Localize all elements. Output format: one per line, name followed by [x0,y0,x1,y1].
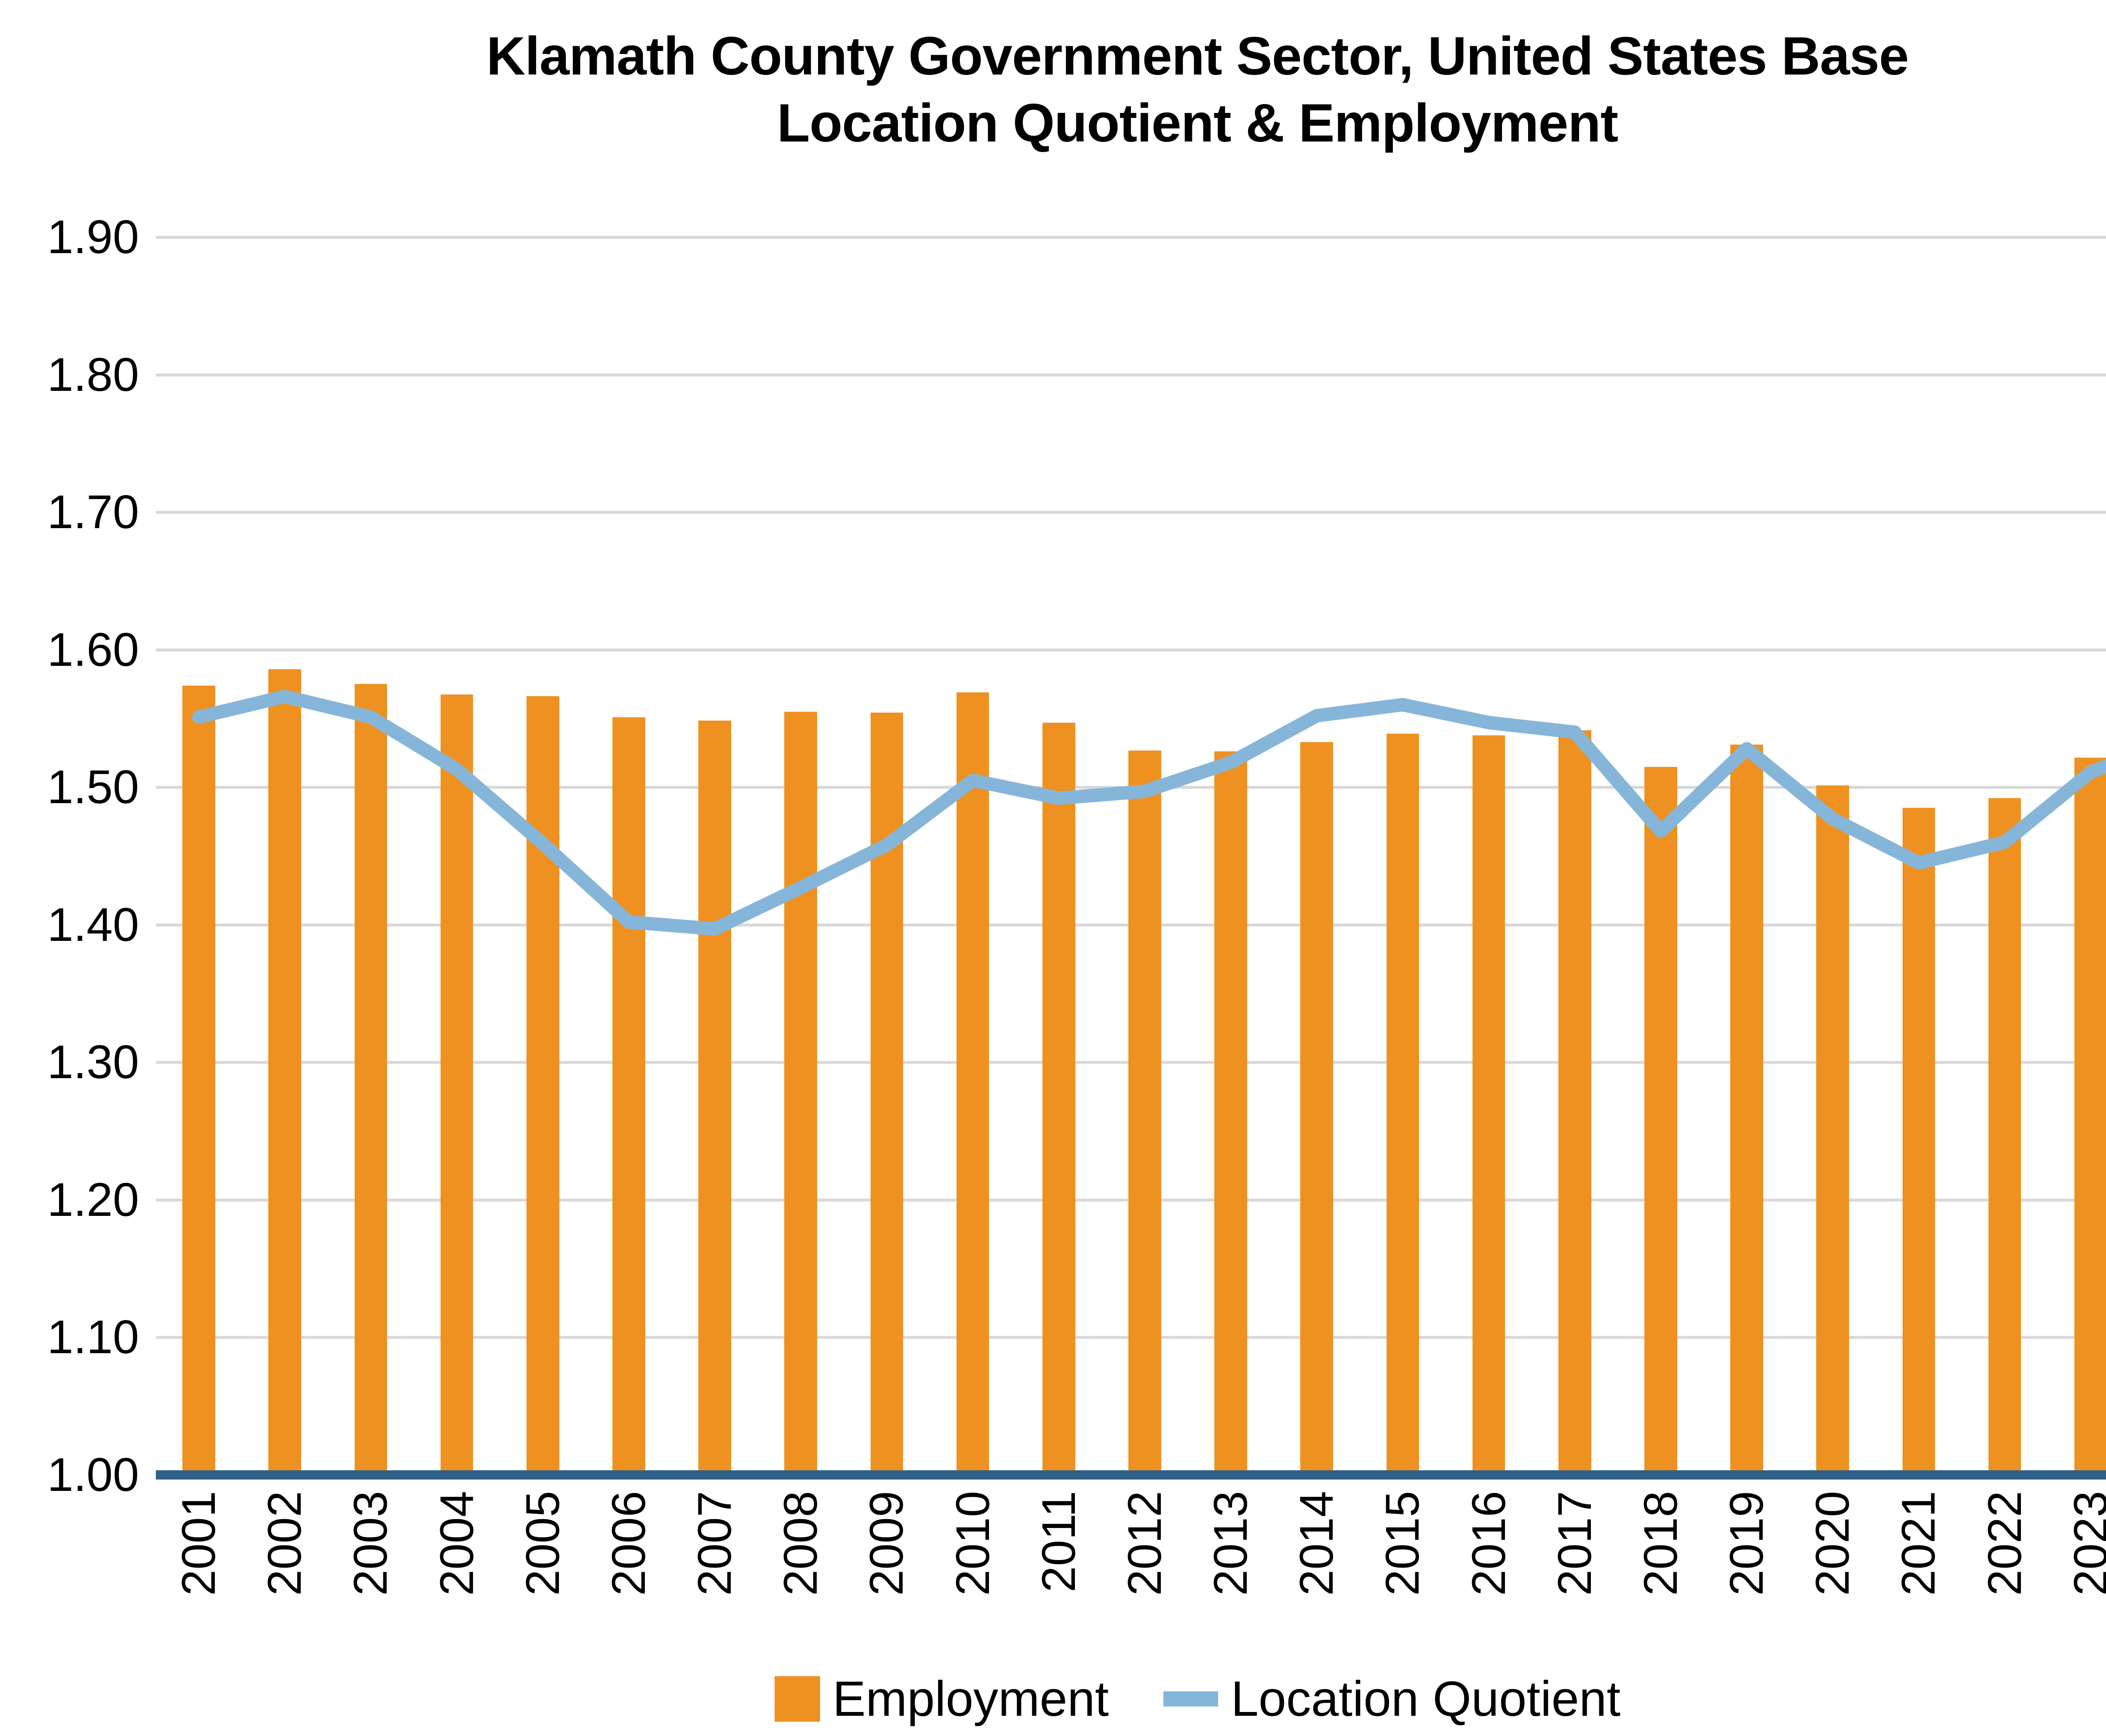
bar [2074,757,2106,1475]
legend-item-employment[interactable]: Employment [774,1671,1109,1727]
gridline [156,373,2106,377]
chart-title-line-1: Klamath County Government Sector, United… [486,26,1909,86]
bar [1128,750,1161,1475]
y-axis-left-tick: 1.70 [47,486,139,539]
chart-title-line-2: Location Quotient & Employment [777,93,1619,153]
x-axis-tick: 2008 [774,1491,827,1596]
bar [1472,735,1505,1475]
legend-item-location-quotient[interactable]: Location Quotient [1163,1674,1620,1724]
x-axis-tick: 2014 [1290,1491,1343,1596]
employment-swatch-icon [774,1676,820,1722]
gridline [156,511,2106,514]
location-quotient-swatch-icon [1163,1691,1219,1707]
x-axis-tick: 2019 [1720,1491,1773,1596]
bar [698,720,731,1475]
bar [1902,808,1935,1475]
gridline [156,648,2106,652]
bar [1730,745,1763,1475]
x-axis-tick: 2005 [516,1491,569,1596]
legend-label-employment: Employment [832,1671,1109,1727]
y-axis-left-tick: 1.90 [47,211,139,263]
y-axis-left-tick: 1.50 [47,761,139,814]
bar [1386,733,1419,1475]
x-axis-tick: 2015 [1376,1491,1429,1596]
bar [1988,798,2021,1475]
x-axis-tick: 2006 [602,1491,655,1596]
bar [268,669,302,1475]
gridline [156,236,2106,239]
bar [182,686,215,1475]
x-axis-tick: 2010 [946,1491,999,1596]
chart-legend: Employment Location Quotient [0,1674,2106,1724]
x-axis-tick: 2018 [1634,1491,1687,1596]
bar [440,694,473,1475]
bar [1816,785,1849,1475]
y-axis-left-tick: 1.10 [47,1311,139,1364]
bar [784,711,818,1475]
x-axis-tick: 2003 [344,1491,397,1596]
x-axis-tick: 2004 [430,1491,483,1596]
x-axis-tick: 2012 [1118,1491,1171,1596]
bar [1214,751,1247,1475]
bar [1644,767,1677,1475]
x-axis-tick: 2001 [172,1491,225,1596]
x-axis-tick: 2002 [258,1491,311,1596]
location-quotient-line [192,689,2106,936]
y-axis-left-tick: 1.30 [47,1036,139,1089]
y-axis-left-tick: 1.80 [47,348,139,401]
bar [612,717,645,1475]
x-axis-tick: 2020 [1806,1491,1859,1596]
x-axis-tick: 2007 [688,1491,741,1596]
legend-label-location-quotient: Location Quotient [1231,1671,1621,1727]
y-axis-left-tick: 1.00 [47,1448,139,1501]
x-axis-tick: 2009 [860,1491,913,1596]
y-axis-left-tick: 1.20 [47,1173,139,1226]
bar [1300,742,1334,1475]
bar [354,684,388,1475]
x-axis-labels: 2001 2002 2003 2004 2005 2006 2007 2008 2009 2010… [156,1491,2106,1685]
bar [1042,722,1075,1475]
x-axis-tick: 2013 [1204,1491,1257,1596]
y-axis-left-tick: 1.60 [47,623,139,676]
x-axis-tick: 2017 [1548,1491,1601,1596]
chart-title: Klamath County Government Sector, United… [0,23,2106,157]
x-axis-line [156,1470,2106,1480]
bar [1558,730,1591,1475]
x-axis-tick: 2023 [2064,1491,2106,1596]
bar [956,692,989,1475]
x-axis-tick: 2016 [1462,1491,1515,1596]
x-axis-tick: 2022 [1978,1491,2031,1596]
x-axis-tick: 2011 [1032,1491,1085,1592]
plot-area [156,236,2106,1480]
y-axis-left-tick: 1.40 [47,898,139,951]
x-axis-tick: 2021 [1892,1491,1945,1596]
